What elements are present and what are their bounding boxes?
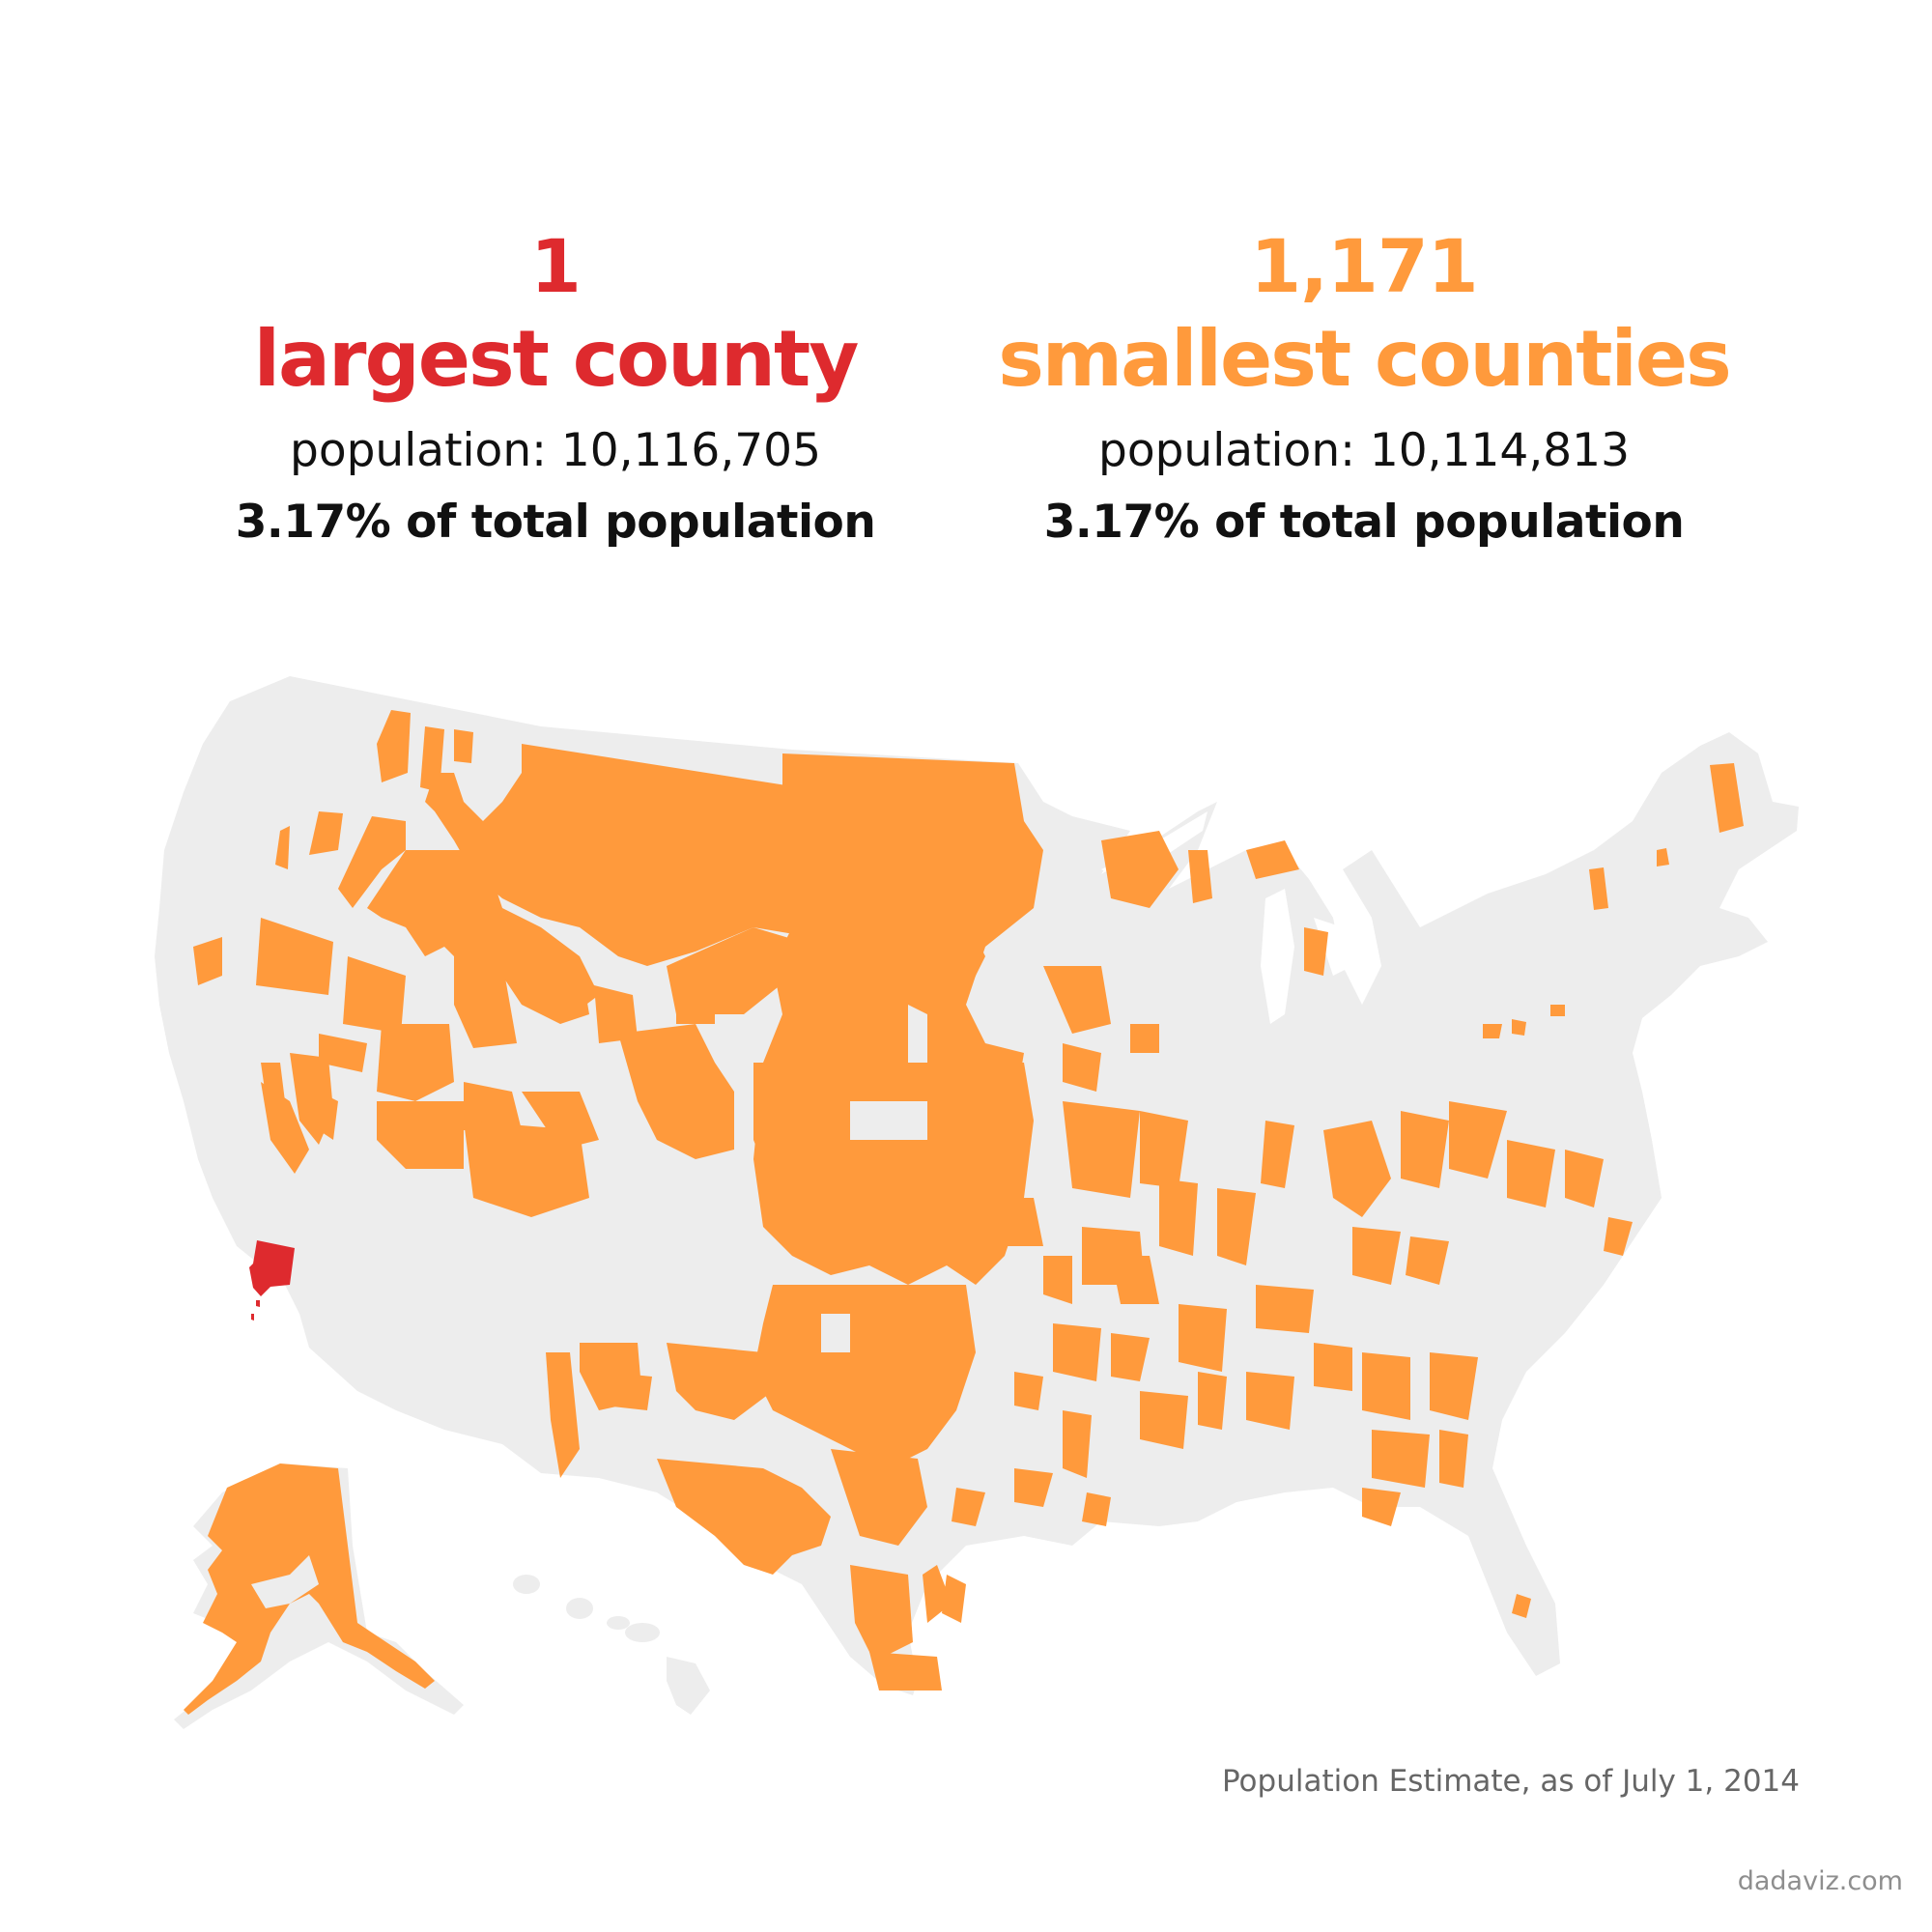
largest-county-island-2 <box>251 1314 254 1321</box>
alaska-grey-boroughs <box>251 1555 319 1608</box>
site-credit: dadaviz.com <box>1737 1866 1903 1896</box>
largest-percent: 3.17% of total population <box>235 496 876 549</box>
largest-count: 1 <box>530 223 582 309</box>
smallest-counties-stat: 1,171 smallest counties population: 10,1… <box>997 223 1732 558</box>
smallest-percent: 3.17% of total population <box>1043 496 1685 549</box>
largest-population: population: 10,116,705 <box>290 424 821 477</box>
data-source-note: Population Estimate, as of July 1, 2014 <box>1221 1764 1800 1799</box>
largest-county-stat: 1 largest county population: 10,116,705 … <box>188 224 923 558</box>
largest-county-island-1 <box>256 1300 260 1307</box>
largest-label: largest county <box>253 314 860 404</box>
hawaii-base <box>513 1575 710 1715</box>
largest-county-los-angeles <box>249 1240 295 1296</box>
smallest-count: 1,171 <box>1250 223 1478 309</box>
smallest-label: smallest counties <box>998 314 1732 404</box>
smallest-population: population: 10,114,813 <box>1098 424 1630 477</box>
smallest-counties <box>193 710 1744 1690</box>
